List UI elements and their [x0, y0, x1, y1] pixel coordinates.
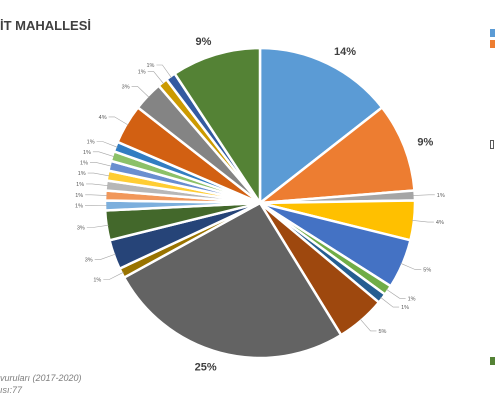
slice-label-1: 14%: [334, 46, 356, 58]
slice-label-12: 3%: [77, 226, 85, 232]
legend-marker-3: [490, 140, 494, 149]
label-leader-lines: [85, 64, 435, 332]
pie-slice-9: [122, 201, 343, 360]
slice-label-14: 1%: [75, 193, 83, 199]
slice-label-19: 1%: [87, 140, 95, 146]
slice-label-16: 1%: [78, 171, 86, 177]
slice-label-23: 1%: [146, 63, 154, 69]
slice-label-24: 9%: [195, 36, 211, 48]
slice-label-9: 25%: [195, 361, 217, 373]
slice-label-6: 1%: [408, 296, 416, 302]
slice-label-11: 3%: [85, 257, 93, 263]
leader-line-18: [92, 151, 115, 157]
leader-line-15: [86, 183, 109, 186]
leader-line-17: [90, 162, 112, 167]
leader-line-23: [156, 64, 172, 79]
slice-labels: 14%9%1%4%5%1%1%5%25%1%3%3%1%1%1%1%1%1%1%…: [75, 36, 445, 373]
leader-line-4: [411, 220, 434, 223]
slice-label-21: 3%: [122, 84, 130, 90]
pie-slice-2: [258, 106, 416, 205]
slice-label-7: 1%: [401, 305, 409, 311]
slice-label-13: 1%: [75, 204, 83, 210]
leader-line-21: [131, 86, 150, 98]
footnote-line-2: ısı:77: [0, 385, 23, 395]
slice-label-10: 1%: [93, 278, 101, 284]
legend-marker-2: [490, 40, 495, 48]
chart-title: İT MAHALLESİ: [0, 18, 91, 33]
leader-line-19: [96, 141, 118, 148]
slice-label-5: 5%: [423, 268, 431, 274]
slice-label-4: 4%: [436, 220, 444, 226]
leader-line-12: [86, 224, 109, 228]
slice-label-15: 1%: [76, 182, 84, 188]
slice-label-17: 1%: [80, 160, 88, 166]
leader-line-6: [386, 289, 406, 299]
slice-label-2: 9%: [417, 137, 433, 149]
leader-line-7: [380, 297, 400, 308]
slice-label-20: 4%: [99, 115, 107, 121]
pie-slices: [103, 46, 417, 360]
leader-line-20: [108, 116, 129, 126]
leader-line-3: [412, 194, 435, 196]
leader-line-10: [103, 271, 124, 280]
footnote-line-1: vuruları (2017-2020): [0, 373, 82, 383]
slice-label-3: 1%: [437, 193, 445, 199]
pie-slice-24: [173, 46, 262, 205]
leader-line-14: [85, 194, 108, 196]
pie-slice-1: [258, 46, 384, 205]
leader-line-22: [147, 71, 165, 85]
leader-line-8: [359, 318, 377, 332]
leader-line-11: [94, 253, 116, 260]
slice-label-18: 1%: [83, 150, 91, 156]
slice-label-8: 5%: [379, 329, 387, 335]
legend-marker-1: [490, 29, 495, 37]
leader-line-16: [87, 172, 110, 177]
slice-label-22: 1%: [138, 70, 146, 76]
leader-line-5: [400, 263, 422, 270]
legend-marker-4: [490, 357, 495, 365]
